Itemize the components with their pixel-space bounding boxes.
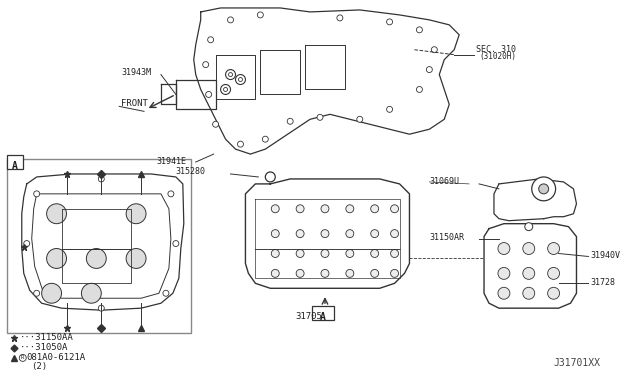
Circle shape [387,19,392,25]
Text: R: R [20,355,24,360]
Circle shape [390,250,399,257]
Text: ···31150AA: ···31150AA [20,334,74,343]
Circle shape [212,121,219,127]
Circle shape [417,27,422,33]
Circle shape [86,248,106,269]
Circle shape [346,205,354,213]
Circle shape [228,73,232,77]
Circle shape [24,241,29,247]
Circle shape [207,37,214,43]
Circle shape [239,77,243,81]
Text: 31728: 31728 [590,278,616,287]
Circle shape [99,176,104,182]
Circle shape [371,269,379,278]
Circle shape [539,184,548,194]
Circle shape [271,250,279,257]
Text: 081A0-6121A: 081A0-6121A [27,353,86,362]
Circle shape [346,269,354,278]
Circle shape [296,205,304,213]
Circle shape [426,67,433,73]
Circle shape [47,204,67,224]
Circle shape [532,177,556,201]
Circle shape [356,116,363,122]
Text: 31941E: 31941E [156,157,186,166]
Circle shape [19,355,26,361]
Circle shape [271,269,279,278]
Circle shape [431,47,437,53]
Bar [7,159,191,333]
Text: ···31050A: ···31050A [20,343,68,352]
Circle shape [498,267,510,279]
Circle shape [346,230,354,238]
Circle shape [548,267,559,279]
Text: SEC. 310: SEC. 310 [476,45,516,54]
Circle shape [126,248,146,269]
Bar [7,155,23,169]
Circle shape [221,84,230,94]
Circle shape [228,17,234,23]
Circle shape [390,230,399,238]
Circle shape [225,70,236,80]
Circle shape [317,114,323,120]
Text: 31943M: 31943M [121,68,151,77]
Circle shape [168,191,174,197]
Circle shape [371,205,379,213]
Circle shape [223,87,228,92]
Circle shape [387,106,392,112]
Circle shape [47,248,67,269]
Circle shape [262,136,268,142]
Circle shape [371,250,379,257]
Text: A: A [320,312,326,322]
Circle shape [296,269,304,278]
Text: (2): (2) [31,362,47,371]
Circle shape [173,241,179,247]
Circle shape [34,290,40,296]
Text: 31150AR: 31150AR [429,233,465,242]
Circle shape [296,250,304,257]
Text: FRONT: FRONT [121,99,148,108]
Circle shape [34,191,40,197]
Circle shape [321,230,329,238]
Circle shape [126,204,146,224]
Circle shape [81,283,101,303]
Circle shape [237,141,243,147]
Text: A: A [12,161,18,171]
Circle shape [296,230,304,238]
Circle shape [390,269,399,278]
Circle shape [287,118,293,124]
Circle shape [236,74,246,84]
Circle shape [523,243,535,254]
Circle shape [337,15,343,21]
Circle shape [163,290,169,296]
Circle shape [525,223,532,231]
Circle shape [548,287,559,299]
Circle shape [203,62,209,68]
Circle shape [390,205,399,213]
Text: 31705: 31705 [295,312,322,321]
Bar [312,306,334,320]
Circle shape [548,243,559,254]
Text: 31940V: 31940V [590,251,620,260]
Circle shape [523,267,535,279]
Circle shape [371,230,379,238]
Circle shape [498,287,510,299]
Circle shape [266,172,275,182]
Circle shape [321,205,329,213]
Circle shape [271,205,279,213]
Circle shape [346,250,354,257]
Circle shape [417,86,422,93]
Text: J31701XX: J31701XX [554,358,600,368]
Circle shape [99,305,104,311]
Circle shape [205,92,212,97]
Circle shape [321,250,329,257]
Circle shape [498,243,510,254]
Text: 31069U: 31069U [429,177,460,186]
Text: (31020H): (31020H) [479,52,516,61]
Circle shape [257,12,263,18]
Text: 315280: 315280 [176,167,206,176]
Circle shape [321,269,329,278]
Circle shape [271,230,279,238]
Circle shape [42,283,61,303]
Circle shape [523,287,535,299]
